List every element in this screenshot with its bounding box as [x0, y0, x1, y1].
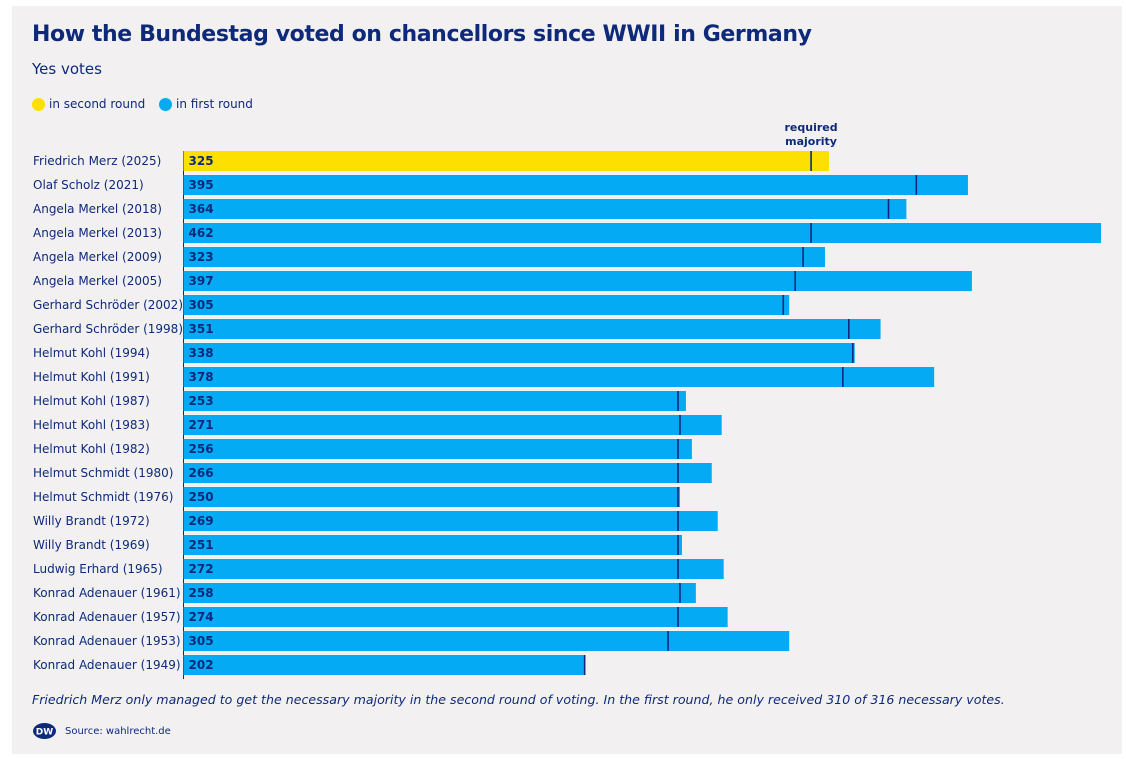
value-label: 266 — [189, 466, 214, 480]
value-label: 271 — [189, 418, 214, 432]
row-label: Konrad Adenauer (1957) — [33, 610, 181, 624]
bar — [183, 583, 696, 603]
value-label: 364 — [189, 202, 214, 216]
bar — [183, 151, 829, 171]
bar-chart: Friedrich Merz (2025) 325 Olaf Scholz (202… — [33, 121, 1101, 679]
bar — [183, 367, 935, 387]
row-label: Helmut Kohl (1982) — [33, 442, 150, 456]
chart-subtitle: Yes votes — [32, 60, 102, 78]
value-label: 378 — [189, 370, 214, 384]
bar — [183, 247, 825, 267]
bar — [183, 319, 881, 339]
row-label: Willy Brandt (1969) — [33, 538, 150, 552]
value-label: 250 — [189, 490, 214, 504]
bar — [183, 391, 686, 411]
value-label: 462 — [189, 226, 214, 240]
bar — [183, 175, 968, 195]
svg-text:DW: DW — [36, 728, 53, 738]
value-label: 272 — [189, 562, 214, 576]
value-label: 251 — [189, 538, 214, 552]
value-label: 323 — [189, 250, 214, 264]
value-label: 338 — [189, 346, 214, 360]
row-label: Angela Merkel (2018) — [33, 202, 162, 216]
row-label: Helmut Schmidt (1976) — [33, 490, 173, 504]
bar — [183, 295, 790, 315]
bar — [183, 439, 692, 459]
value-label: 253 — [189, 394, 214, 408]
value-label: 305 — [189, 634, 214, 648]
bar — [183, 535, 682, 555]
legend: in second round in first round — [32, 97, 263, 114]
value-label: 395 — [189, 178, 214, 192]
bar — [183, 463, 712, 483]
legend-swatch-blue-icon — [159, 97, 173, 111]
value-label: 397 — [189, 274, 214, 288]
bar — [183, 607, 728, 627]
value-label: 256 — [189, 442, 214, 456]
row-label: Helmut Schmidt (1980) — [33, 466, 173, 480]
legend-label-first-round: in first round — [176, 97, 253, 111]
row-label: Gerhard Schröder (2002) — [33, 298, 183, 312]
value-label: 305 — [189, 298, 214, 312]
value-label: 258 — [189, 586, 214, 600]
row-label: Konrad Adenauer (1953) — [33, 634, 181, 648]
bar — [183, 415, 722, 435]
value-label: 325 — [189, 154, 214, 168]
row-label: Helmut Kohl (1991) — [33, 370, 150, 384]
footnote: Friedrich Merz only managed to get the n… — [32, 692, 1005, 707]
row-label: Helmut Kohl (1994) — [33, 346, 150, 360]
bar — [183, 655, 585, 675]
majority-annotation: required majority — [784, 121, 837, 148]
legend-swatch-yellow-icon — [32, 97, 45, 111]
value-label: 269 — [189, 514, 214, 528]
row-label: Helmut Kohl (1987) — [33, 394, 150, 408]
bar — [183, 271, 972, 291]
value-label: 202 — [189, 658, 214, 672]
row-label: Willy Brandt (1972) — [33, 514, 150, 528]
source-line: DW Source: wahlrecht.de — [32, 722, 171, 740]
row-label: Angela Merkel (2009) — [33, 250, 162, 264]
row-label: Konrad Adenauer (1961) — [33, 586, 181, 600]
source-text: Source: wahlrecht.de — [65, 725, 171, 737]
row-label: Helmut Kohl (1983) — [33, 418, 150, 432]
chart-card: How the Bundestag voted on chancellors s… — [12, 6, 1122, 754]
bar — [183, 511, 718, 531]
value-label: 274 — [189, 610, 214, 624]
row-label: Angela Merkel (2005) — [33, 274, 162, 288]
legend-item-first-round: in first round — [159, 97, 253, 111]
dw-logo-icon: DW — [33, 723, 56, 739]
row-label: Konrad Adenauer (1949) — [33, 658, 181, 672]
chart-title: How the Bundestag voted on chancellors s… — [32, 22, 812, 47]
bar — [183, 631, 790, 651]
bar — [183, 199, 907, 219]
bar — [183, 343, 855, 363]
row-label: Olaf Scholz (2021) — [33, 178, 144, 192]
bar — [183, 559, 724, 579]
legend-item-second-round: in second round — [32, 97, 145, 111]
row-label: Gerhard Schröder (1998) — [33, 322, 183, 336]
bar — [183, 223, 1101, 243]
row-label: Friedrich Merz (2025) — [33, 154, 161, 168]
row-label: Angela Merkel (2013) — [33, 226, 162, 240]
legend-label-second-round: in second round — [49, 97, 146, 111]
value-label: 351 — [189, 322, 214, 336]
row-label: Ludwig Erhard (1965) — [33, 562, 163, 576]
bar — [183, 487, 680, 507]
